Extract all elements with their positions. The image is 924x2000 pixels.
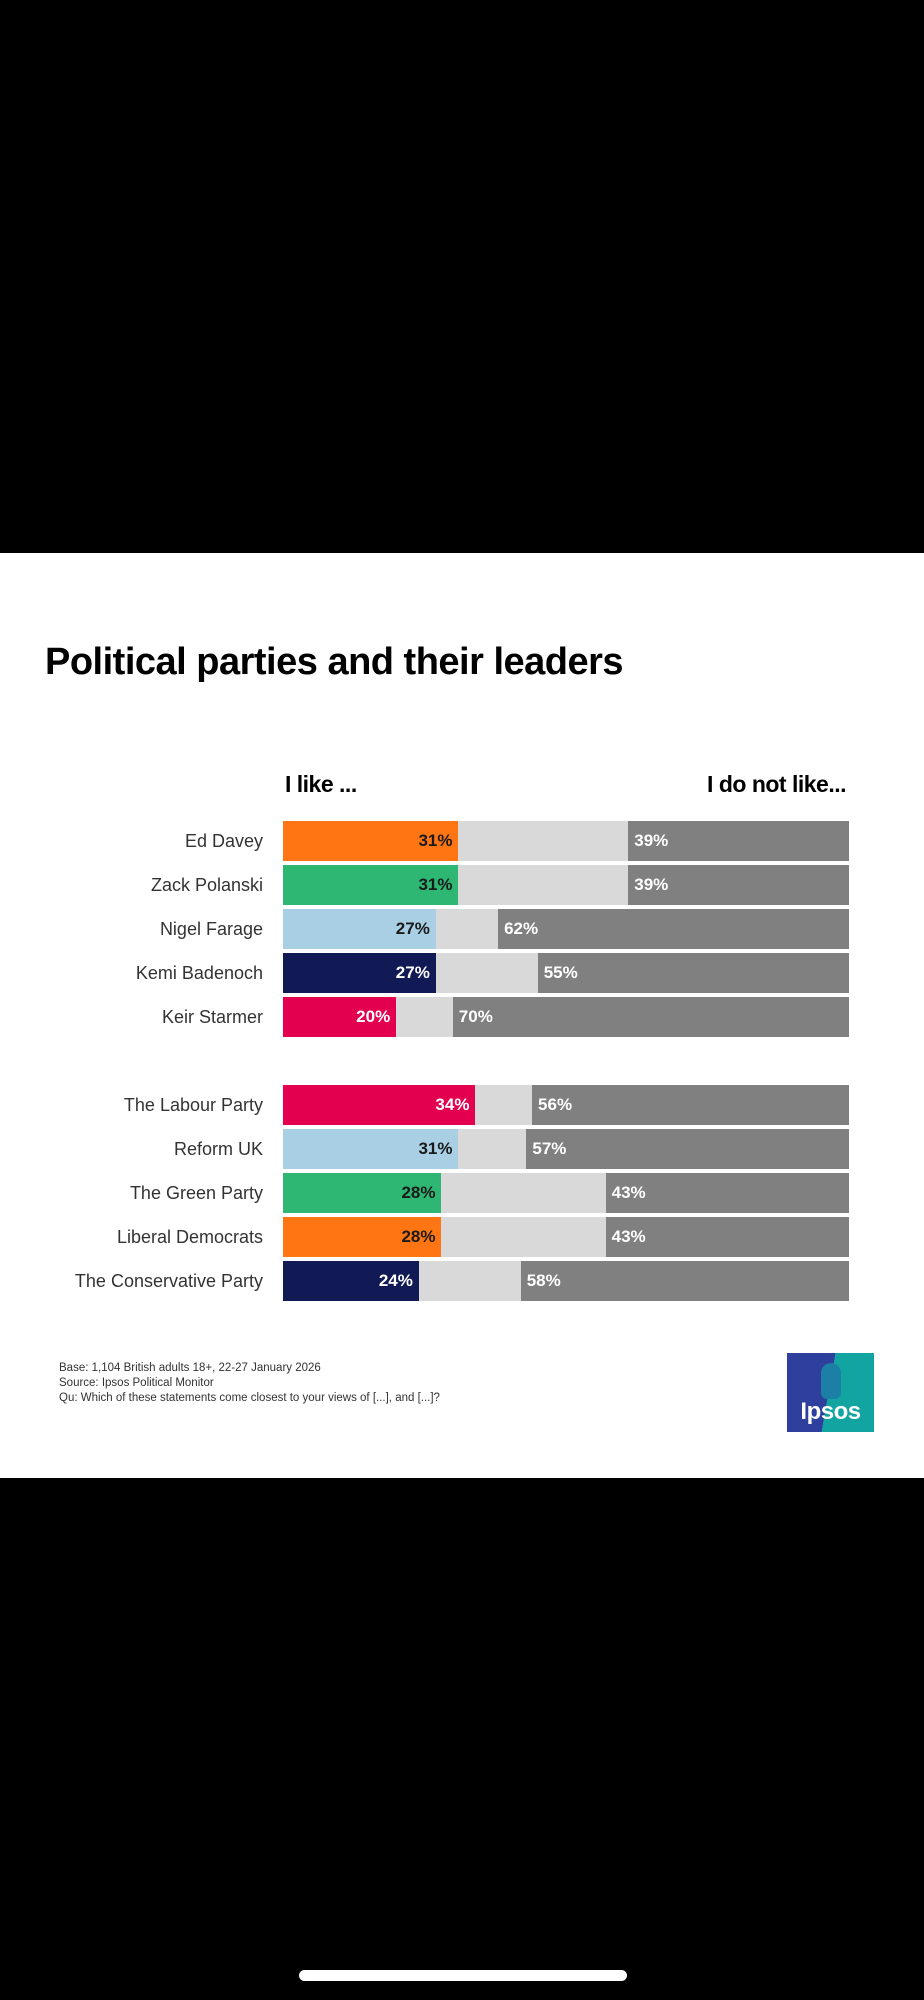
dislike-bar bbox=[532, 1085, 849, 1125]
like-bar bbox=[283, 1217, 442, 1257]
like-bar bbox=[283, 865, 459, 905]
like-value-label: 28% bbox=[401, 1227, 436, 1246]
row-label: Liberal Democrats bbox=[116, 1227, 263, 1247]
row-label: Ed Davey bbox=[184, 831, 263, 851]
dislike-bar bbox=[537, 953, 849, 993]
row-label: Kemi Badenoch bbox=[135, 963, 263, 983]
like-bar bbox=[283, 997, 397, 1037]
dislike-value-label: 43% bbox=[611, 1227, 646, 1246]
dislike-bar bbox=[628, 821, 849, 861]
dislike-value-label: 58% bbox=[526, 1271, 561, 1290]
like-value-label: 27% bbox=[395, 919, 430, 938]
slide: Political parties and their leaders I li… bbox=[0, 553, 924, 1478]
footnote-source: Source: Ipsos Political Monitor bbox=[59, 1377, 214, 1389]
like-bar bbox=[283, 1173, 442, 1213]
dislike-bar bbox=[520, 1261, 849, 1301]
row-label: The Labour Party bbox=[123, 1095, 263, 1115]
like-value-label: 31% bbox=[418, 1139, 453, 1158]
dislike-value-label: 39% bbox=[634, 831, 669, 850]
like-bar bbox=[283, 1085, 476, 1125]
dislike-bar bbox=[605, 1173, 849, 1213]
dislike-value-label: 56% bbox=[538, 1095, 573, 1114]
dislike-bar bbox=[605, 1217, 849, 1257]
footnote-question: Qu: Which of these statements come close… bbox=[59, 1392, 440, 1404]
like-value-label: 27% bbox=[395, 963, 430, 982]
footnotes: Base: 1,104 British adults 18+, 22-27 Ja… bbox=[59, 1361, 440, 1406]
row-label: Zack Polanski bbox=[150, 875, 263, 895]
like-value-label: 20% bbox=[356, 1007, 391, 1026]
like-value-label: 31% bbox=[418, 875, 453, 894]
stacked-bar-chart: Ed Davey 31% 39% Zack Polanski 31% 39% Nigel F… bbox=[0, 553, 924, 1478]
like-header: I like ... bbox=[285, 771, 357, 797]
row-label: Nigel Farage bbox=[159, 919, 263, 939]
like-bar bbox=[283, 1129, 459, 1169]
dislike-value-label: 39% bbox=[634, 875, 669, 894]
like-bar bbox=[283, 953, 436, 993]
like-bar bbox=[283, 909, 436, 949]
dislike-value-label: 70% bbox=[458, 1007, 493, 1026]
row-label: Keir Starmer bbox=[161, 1007, 263, 1027]
chart-title: Political parties and their leaders bbox=[45, 641, 624, 683]
dislike-bar bbox=[452, 997, 849, 1037]
ipsos-logo: Ipsos bbox=[787, 1353, 874, 1432]
footnote-base: Base: 1,104 British adults 18+, 22-27 Ja… bbox=[59, 1362, 321, 1374]
like-value-label: 28% bbox=[401, 1183, 436, 1202]
dislike-bar bbox=[526, 1129, 849, 1169]
head-silhouette-icon bbox=[821, 1363, 841, 1399]
dislike-header: I do not like... bbox=[707, 771, 846, 797]
like-value-label: 31% bbox=[418, 831, 453, 850]
logo-text: Ipsos bbox=[800, 1398, 861, 1425]
dislike-value-label: 43% bbox=[611, 1183, 646, 1202]
row-label: The Conservative Party bbox=[74, 1271, 263, 1291]
dislike-value-label: 55% bbox=[543, 963, 578, 982]
dislike-bar bbox=[628, 865, 849, 905]
dislike-bar bbox=[498, 909, 849, 949]
row-label: The Green Party bbox=[129, 1183, 263, 1203]
like-value-label: 34% bbox=[435, 1095, 470, 1114]
home-indicator[interactable] bbox=[299, 1970, 627, 1981]
dislike-value-label: 57% bbox=[532, 1139, 567, 1158]
row-label: Reform UK bbox=[173, 1139, 263, 1159]
dislike-value-label: 62% bbox=[504, 919, 539, 938]
like-value-label: 24% bbox=[378, 1271, 413, 1290]
like-bar bbox=[283, 1261, 419, 1301]
like-bar bbox=[283, 821, 459, 861]
